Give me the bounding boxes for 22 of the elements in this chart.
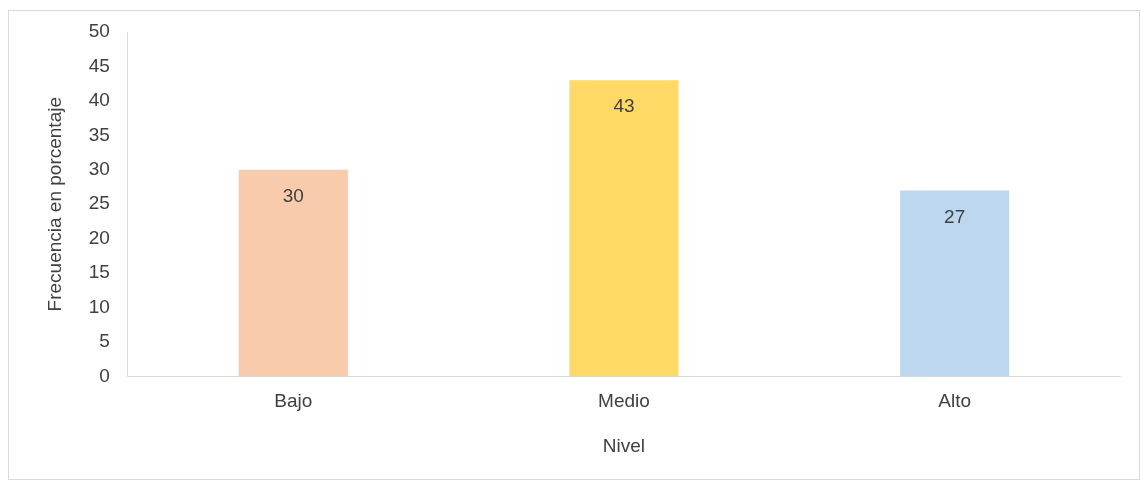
y-tick-label: 5 xyxy=(99,330,110,352)
x-axis-title: Nivel xyxy=(602,434,646,456)
y-tick-label: 45 xyxy=(88,54,110,76)
y-tick-label: 10 xyxy=(88,295,110,317)
y-tick-label: 15 xyxy=(88,261,110,283)
data-label: 43 xyxy=(613,95,635,117)
bar xyxy=(569,80,679,377)
y-tick-label: 30 xyxy=(88,157,110,179)
y-axis-title: Frecuencia en porcentaje xyxy=(43,96,65,312)
x-tick-label: Bajo xyxy=(274,390,313,412)
y-tick-label: 0 xyxy=(99,364,110,386)
y-tick-label: 20 xyxy=(88,226,110,248)
bar xyxy=(900,190,1010,377)
data-label: 27 xyxy=(944,205,966,227)
y-tick-label: 25 xyxy=(88,192,110,214)
x-tick-label: Medio xyxy=(598,390,650,412)
y-tick-label: 40 xyxy=(88,89,110,111)
y-tick-label: 35 xyxy=(88,123,110,145)
y-tick-label: 50 xyxy=(88,20,110,42)
x-tick-label: Alto xyxy=(938,390,972,412)
bar xyxy=(238,169,348,377)
data-label: 30 xyxy=(282,184,304,206)
